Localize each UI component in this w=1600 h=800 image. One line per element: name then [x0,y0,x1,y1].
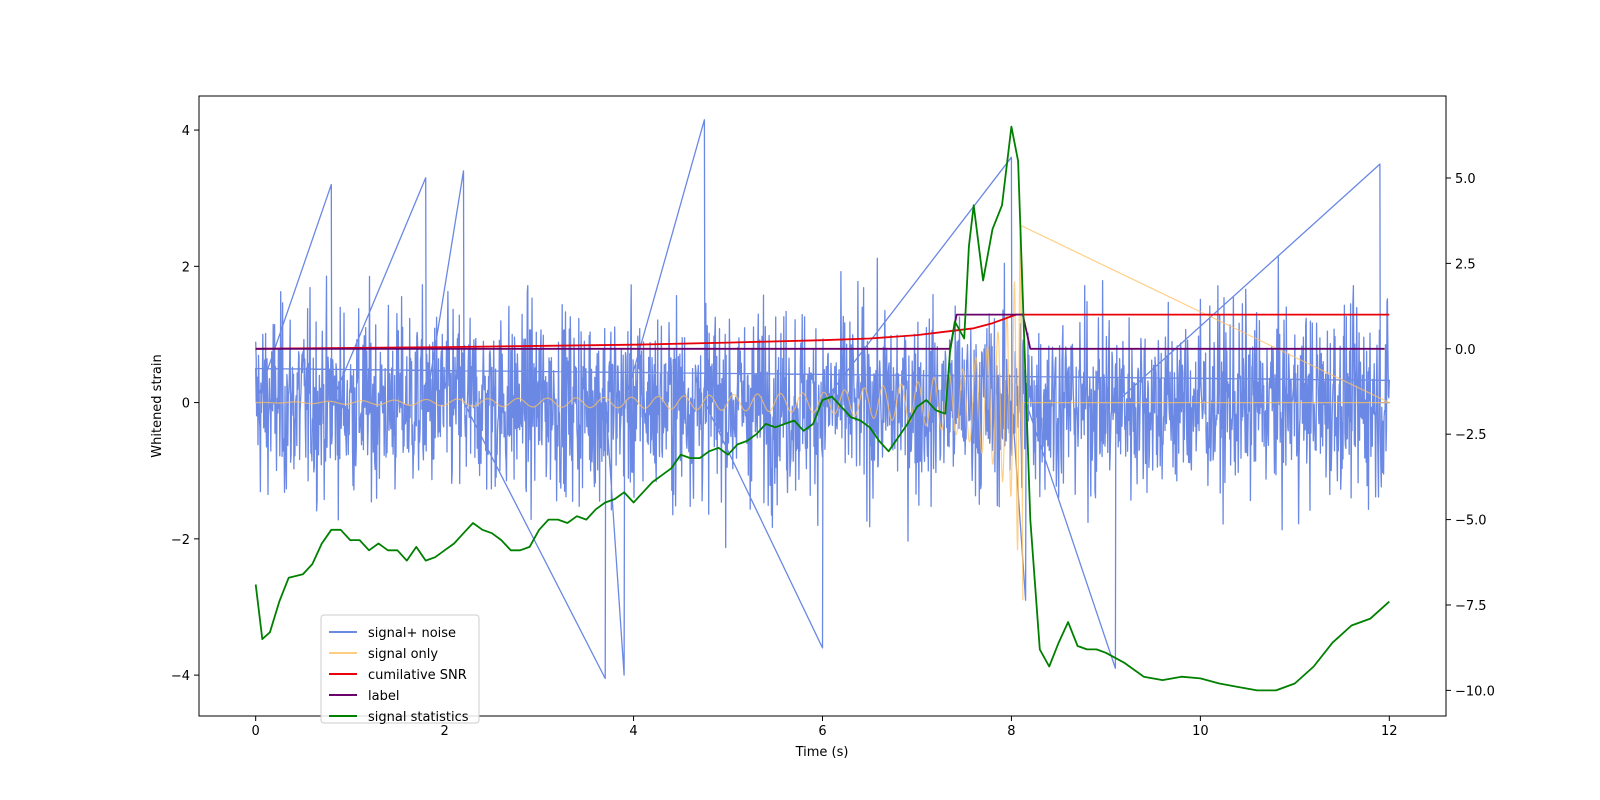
y-axis-right: −10.0 −7.5 −5.0 −2.5 0.0 2.5 5.0 [1446,172,1495,699]
series-signal-noise [255,119,1390,680]
series-label [255,313,1385,350]
legend-label: label [368,689,399,704]
y2-tick-label: −10.0 [1455,684,1495,699]
legend: signal+ noise signal only cumilative SNR la… [320,614,480,725]
y-tick-label: −2 [171,533,190,548]
x-tick-label: 4 [629,724,637,739]
legend-label: signal statistics [368,710,469,725]
y-tick-label: −4 [171,669,190,684]
x-tick-label: 10 [1192,724,1209,739]
x-tick-label: 6 [818,724,826,739]
legend-box [320,614,480,724]
y-tick-label: 0 [182,397,190,412]
series-cumilative-snr [255,313,1390,350]
y2-tick-label: 5.0 [1455,172,1476,187]
series-signal-only [255,224,1390,601]
legend-label: cumilative SNR [368,668,467,683]
y-axis-label: Whitened strain [150,354,165,457]
plot-area [254,119,1390,692]
x-tick-label: 12 [1381,724,1398,739]
y2-tick-label: 0.0 [1455,343,1476,358]
x-tick-label: 2 [440,724,448,739]
series-signal-statistics [254,125,1390,692]
y2-tick-label: 2.5 [1455,257,1476,272]
y-tick-label: 4 [182,124,190,139]
legend-label: signal+ noise [368,626,456,641]
y2-tick-label: −7.5 [1455,599,1487,614]
y2-tick-label: −5.0 [1455,514,1487,529]
x-axis-label: Time (s) [795,745,849,760]
x-tick-label: 0 [252,724,260,739]
legend-label: signal only [368,647,438,662]
y2-tick-label: −2.5 [1455,428,1487,443]
y-axis-left: −4 −2 0 2 4 [171,124,199,684]
y-tick-label: 2 [182,260,190,275]
x-tick-label: 8 [1007,724,1015,739]
